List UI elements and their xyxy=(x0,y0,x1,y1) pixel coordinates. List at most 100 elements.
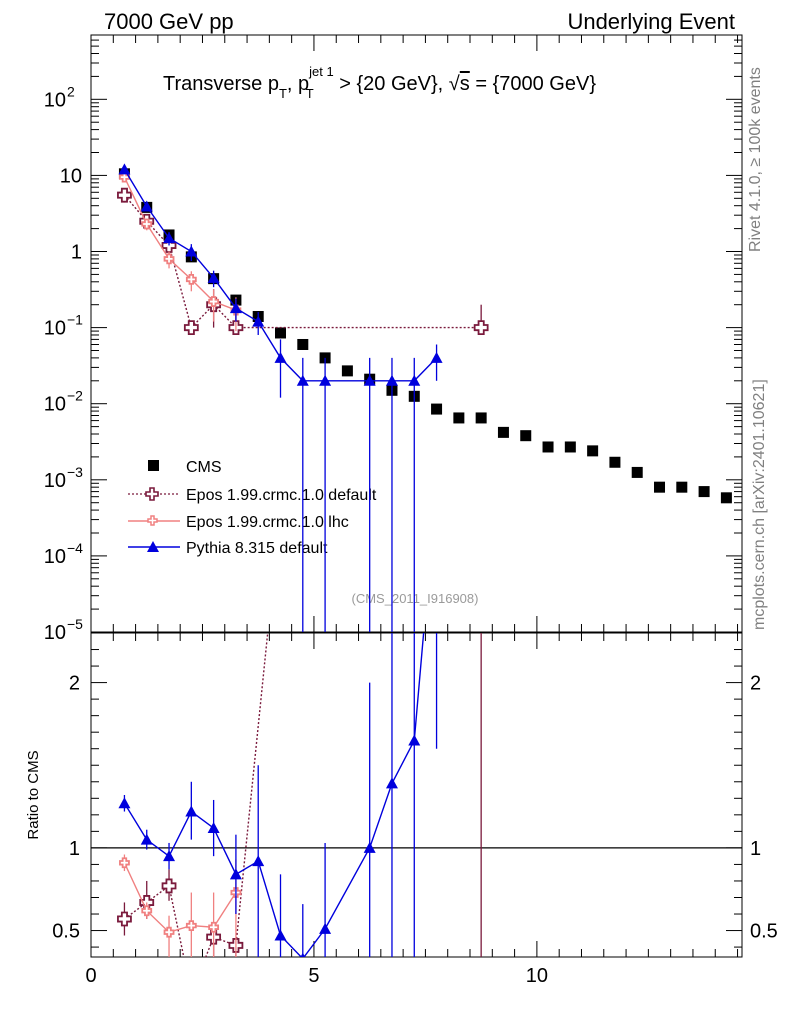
pythia-data-point xyxy=(430,351,443,363)
pythia-data-point xyxy=(140,200,153,212)
epos-lhc-ratio-point xyxy=(119,857,130,869)
ratio-ytick-label-left: 2 xyxy=(69,673,80,695)
legend-label-epos-default: Epos 1.99.crmc.1.0 default xyxy=(186,487,377,504)
epos-lhc-data-point xyxy=(208,296,220,307)
epos-lhc-data-point xyxy=(185,274,197,285)
pythia-data-point xyxy=(229,302,242,314)
pythia-data-point xyxy=(408,374,421,386)
main-ytick-exponent: −4 xyxy=(67,540,83,556)
cms-data-point xyxy=(654,481,666,493)
ratio-ylabel: Ratio to CMS xyxy=(25,750,42,839)
main-ytick-exponent: −1 xyxy=(67,312,83,328)
epos-default-line xyxy=(123,194,482,329)
pythia-ratio-point xyxy=(363,841,376,853)
main-ytick-label: 1 xyxy=(71,242,82,264)
epos-lhc-data-point xyxy=(163,253,175,265)
header-right: Underlying Event xyxy=(567,9,735,34)
pythia-ratio-point xyxy=(385,777,398,789)
pythia-ratio-point xyxy=(140,833,153,845)
title-part-1: Transverse p xyxy=(163,73,279,95)
pythia-data-point xyxy=(363,374,376,386)
pythia-data-point xyxy=(163,232,176,244)
pythia-data-point xyxy=(274,351,287,363)
cms-data-point xyxy=(431,403,443,415)
ratio-ytick-label-right: 2 xyxy=(750,673,761,695)
pythia-data-point xyxy=(185,245,198,257)
title-part-5: = {7000 GeV} xyxy=(470,73,597,95)
analysis-watermark: (CMS_2011_I916908) xyxy=(352,591,479,606)
epos-default-ratio-point xyxy=(117,911,132,927)
legend-marker-epos-default xyxy=(145,487,159,501)
pythia-ratio-point xyxy=(408,734,421,746)
cms-data-point xyxy=(542,441,554,453)
main-ytick-label: 10 xyxy=(44,89,66,111)
cms-data-point xyxy=(587,445,599,457)
ratio-data-layer xyxy=(91,633,742,1000)
header-left: 7000 GeV pp xyxy=(104,9,234,34)
epos-lhc-ratio-point xyxy=(185,920,197,931)
cms-data-point xyxy=(676,481,688,493)
title-sup-jet: jet 1 xyxy=(308,64,334,79)
legend-marker-epos-lhc xyxy=(147,515,158,526)
epos-lhc-ratio-point xyxy=(141,905,153,917)
epos-default-data-point xyxy=(117,187,132,203)
main-ytick-exponent: 2 xyxy=(67,83,75,99)
title-part-3: > {20 GeV}, xyxy=(334,73,449,95)
epos-default-ratio-point xyxy=(161,878,177,894)
cms-data-point xyxy=(297,338,309,350)
pythia-data-point xyxy=(296,374,309,386)
cms-data-point xyxy=(609,456,621,468)
ratio-xtick-label: 5 xyxy=(308,965,319,987)
title-sub-1: T xyxy=(279,86,287,101)
pythia-ratio-point xyxy=(118,797,131,809)
main-ytick-exponent: −5 xyxy=(67,616,83,632)
epos-lhc-data-point xyxy=(141,218,153,230)
ratio-ytick-label-left: 1 xyxy=(69,838,80,860)
epos-lhc-ratio-point xyxy=(163,926,175,938)
pythia-ratio-line xyxy=(123,633,425,957)
pythia-ratio-point xyxy=(207,822,220,834)
pythia-ratio-point xyxy=(229,868,242,880)
legend-label-cms: CMS xyxy=(186,459,222,476)
legend: CMS Epos 1.99.crmc.1.0 default Epos 1.99… xyxy=(128,459,377,557)
cms-data-point xyxy=(520,430,532,442)
pythia-ratio-point xyxy=(163,850,176,862)
legend-label-epos-lhc: Epos 1.99.crmc.1.0 lhc xyxy=(186,514,349,531)
pythia-ratio-point xyxy=(319,922,332,934)
pythia-ratio-point xyxy=(300,952,306,957)
epos-default-data-point xyxy=(183,320,199,336)
epos-lhc-ratio-line xyxy=(123,862,237,933)
cms-data-point xyxy=(497,426,509,438)
mcplots-label: mcplots.cern.ch [arXiv:2401.10621] xyxy=(751,379,768,630)
cms-data-point xyxy=(564,441,576,453)
cms-data-point xyxy=(453,412,465,424)
pythia-data-point xyxy=(319,374,332,386)
pythia-data-point xyxy=(118,163,131,175)
main-ytick-label: 10 xyxy=(44,318,66,340)
main-data-layer xyxy=(117,163,732,632)
cms-data-point xyxy=(341,365,353,377)
ratio-panel-frame xyxy=(90,632,743,958)
pythia-data-point xyxy=(207,271,220,283)
main-ytick-label: 10 xyxy=(44,394,66,416)
cms-data-point xyxy=(475,412,487,424)
ratio-ytick-label-right: 1 xyxy=(750,838,761,860)
epos-lhc-ratio-point xyxy=(208,921,220,933)
title-part-4: s xyxy=(460,73,470,95)
main-ytick-label: 10 xyxy=(44,470,66,492)
ratio-xtick-label: 10 xyxy=(526,965,548,987)
epos-default-ratio-point xyxy=(185,987,198,1000)
pythia-ratio-point xyxy=(274,929,287,941)
main-ytick-label: 10 xyxy=(44,622,66,644)
cms-data-point xyxy=(275,327,287,339)
cms-data-point xyxy=(698,486,710,498)
legend-label-pythia: Pythia 8.315 default xyxy=(186,540,328,557)
pythia-ratio-point xyxy=(252,855,265,867)
ratio-ytick-label-right: 0.5 xyxy=(750,921,778,943)
ratio-ytick-label-left: 0.5 xyxy=(52,921,80,943)
pythia-data-point xyxy=(252,315,265,327)
ratio-xtick-label: 0 xyxy=(85,965,96,987)
main-ytick-exponent: −2 xyxy=(67,388,83,404)
